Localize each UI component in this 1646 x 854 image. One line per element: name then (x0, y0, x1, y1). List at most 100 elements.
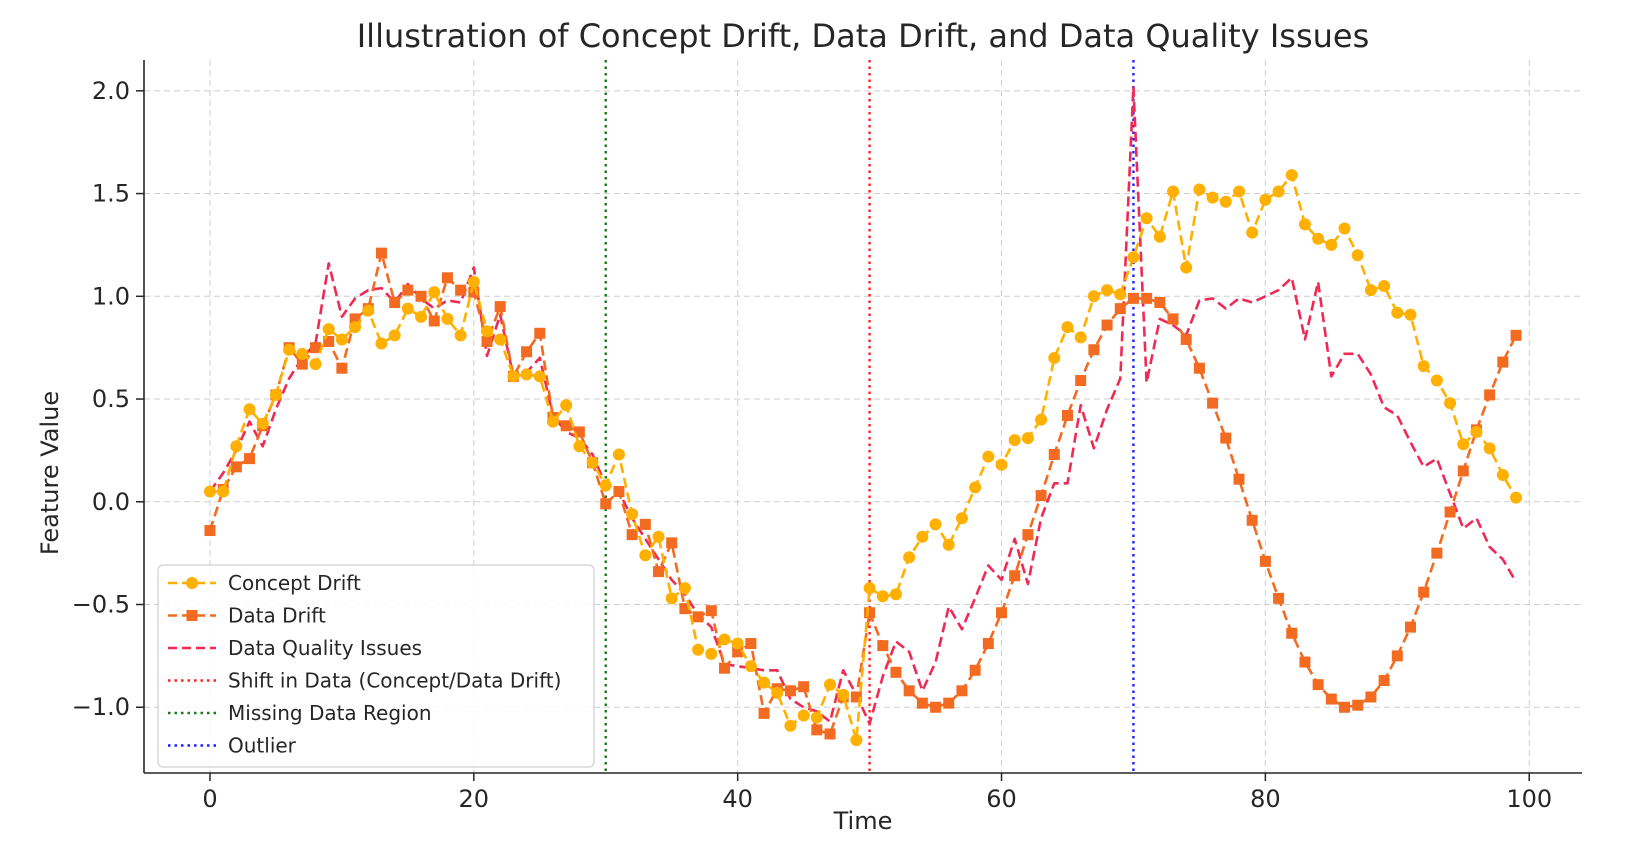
data-point (1365, 691, 1377, 703)
data-point (1351, 249, 1364, 262)
data-point (560, 420, 572, 432)
data-point (718, 633, 731, 646)
data-point (269, 388, 282, 401)
data-point (322, 323, 335, 336)
y-tick-label: 2.0 (92, 77, 130, 105)
data-point (626, 508, 639, 521)
data-point (1048, 449, 1060, 461)
data-point (943, 697, 955, 709)
data-point (864, 607, 876, 619)
data-point (1021, 432, 1034, 445)
data-point (903, 685, 915, 697)
data-point (335, 333, 348, 346)
data-point (1404, 621, 1416, 633)
data-point (441, 272, 453, 284)
y-tick-label: 0.5 (92, 385, 130, 413)
data-point (942, 538, 955, 551)
data-point (903, 551, 916, 564)
data-point (612, 448, 625, 461)
data-point (1299, 656, 1311, 668)
data-point (969, 481, 982, 494)
legend-label: Outlier (228, 734, 297, 758)
data-point (1127, 251, 1140, 264)
data-point (1325, 693, 1337, 705)
data-point (1075, 375, 1087, 387)
data-point (1483, 442, 1496, 455)
data-point (929, 518, 942, 531)
data-point (1022, 529, 1034, 541)
data-point (1220, 432, 1232, 444)
data-point (1470, 425, 1483, 438)
data-point (665, 592, 678, 605)
data-point (653, 566, 665, 578)
data-point (771, 686, 784, 699)
data-point (1114, 303, 1126, 315)
legend-marker (186, 610, 198, 621)
data-point (1444, 506, 1456, 518)
data-point (744, 660, 757, 673)
data-point (230, 461, 242, 473)
chart-title: Illustration of Concept Drift, Data Drif… (357, 17, 1370, 55)
data-point (877, 640, 889, 652)
data-point (415, 310, 428, 323)
data-point (1232, 185, 1245, 198)
data-point (1457, 465, 1469, 477)
data-point (1312, 232, 1325, 245)
data-point (613, 485, 625, 497)
data-point (1364, 284, 1377, 297)
x-tick-label: 100 (1506, 785, 1552, 813)
data-point (666, 537, 678, 549)
data-point (1352, 699, 1364, 711)
axes: 0 20 40 60 80 100 −1.0 −0.5 0.0 0.5 1.0 1.5 2.0 (72, 60, 1582, 813)
data-point (956, 685, 968, 697)
data-point (468, 286, 480, 298)
data-point (521, 346, 533, 358)
data-point (467, 275, 480, 288)
data-point (520, 368, 533, 381)
data-point (797, 709, 810, 722)
data-point (705, 647, 718, 660)
data-point (1009, 570, 1021, 582)
data-point (560, 399, 573, 412)
data-point (1008, 434, 1021, 447)
legend-label: Missing Data Region (228, 701, 432, 725)
data-point (1087, 290, 1100, 303)
data-point (758, 676, 771, 689)
data-point (850, 691, 862, 703)
legend-label: Shift in Data (Concept/Data Drift) (228, 669, 561, 693)
data-point (679, 603, 691, 615)
data-point (402, 284, 414, 296)
legend-marker (186, 577, 198, 589)
data-point (863, 582, 876, 595)
legend-box (157, 564, 595, 768)
data-point (705, 605, 717, 617)
data-point (1207, 397, 1219, 409)
data-point (1246, 226, 1259, 239)
data-point (362, 304, 375, 317)
data-point (1193, 362, 1205, 374)
data-point (639, 549, 652, 562)
data-point (1285, 169, 1298, 182)
data-point (389, 296, 401, 308)
data-point (1141, 292, 1153, 304)
data-point (798, 681, 810, 693)
data-point (415, 290, 427, 302)
data-point (1339, 701, 1351, 713)
data-point (732, 646, 744, 658)
data-point (1035, 490, 1047, 502)
data-point (1180, 333, 1192, 345)
legend: Concept Drift Data Drift Data Quality Issu… (157, 564, 595, 768)
data-point (692, 643, 705, 656)
data-point (692, 611, 704, 623)
data-point (1325, 238, 1338, 251)
data-point (1312, 679, 1324, 691)
data-point (1378, 280, 1391, 293)
data-point (1273, 592, 1285, 604)
data-point (652, 530, 665, 543)
data-point (586, 456, 599, 469)
data-point (494, 301, 506, 313)
series-group (203, 85, 1523, 747)
data-point (1338, 222, 1351, 235)
data-point (678, 582, 691, 595)
